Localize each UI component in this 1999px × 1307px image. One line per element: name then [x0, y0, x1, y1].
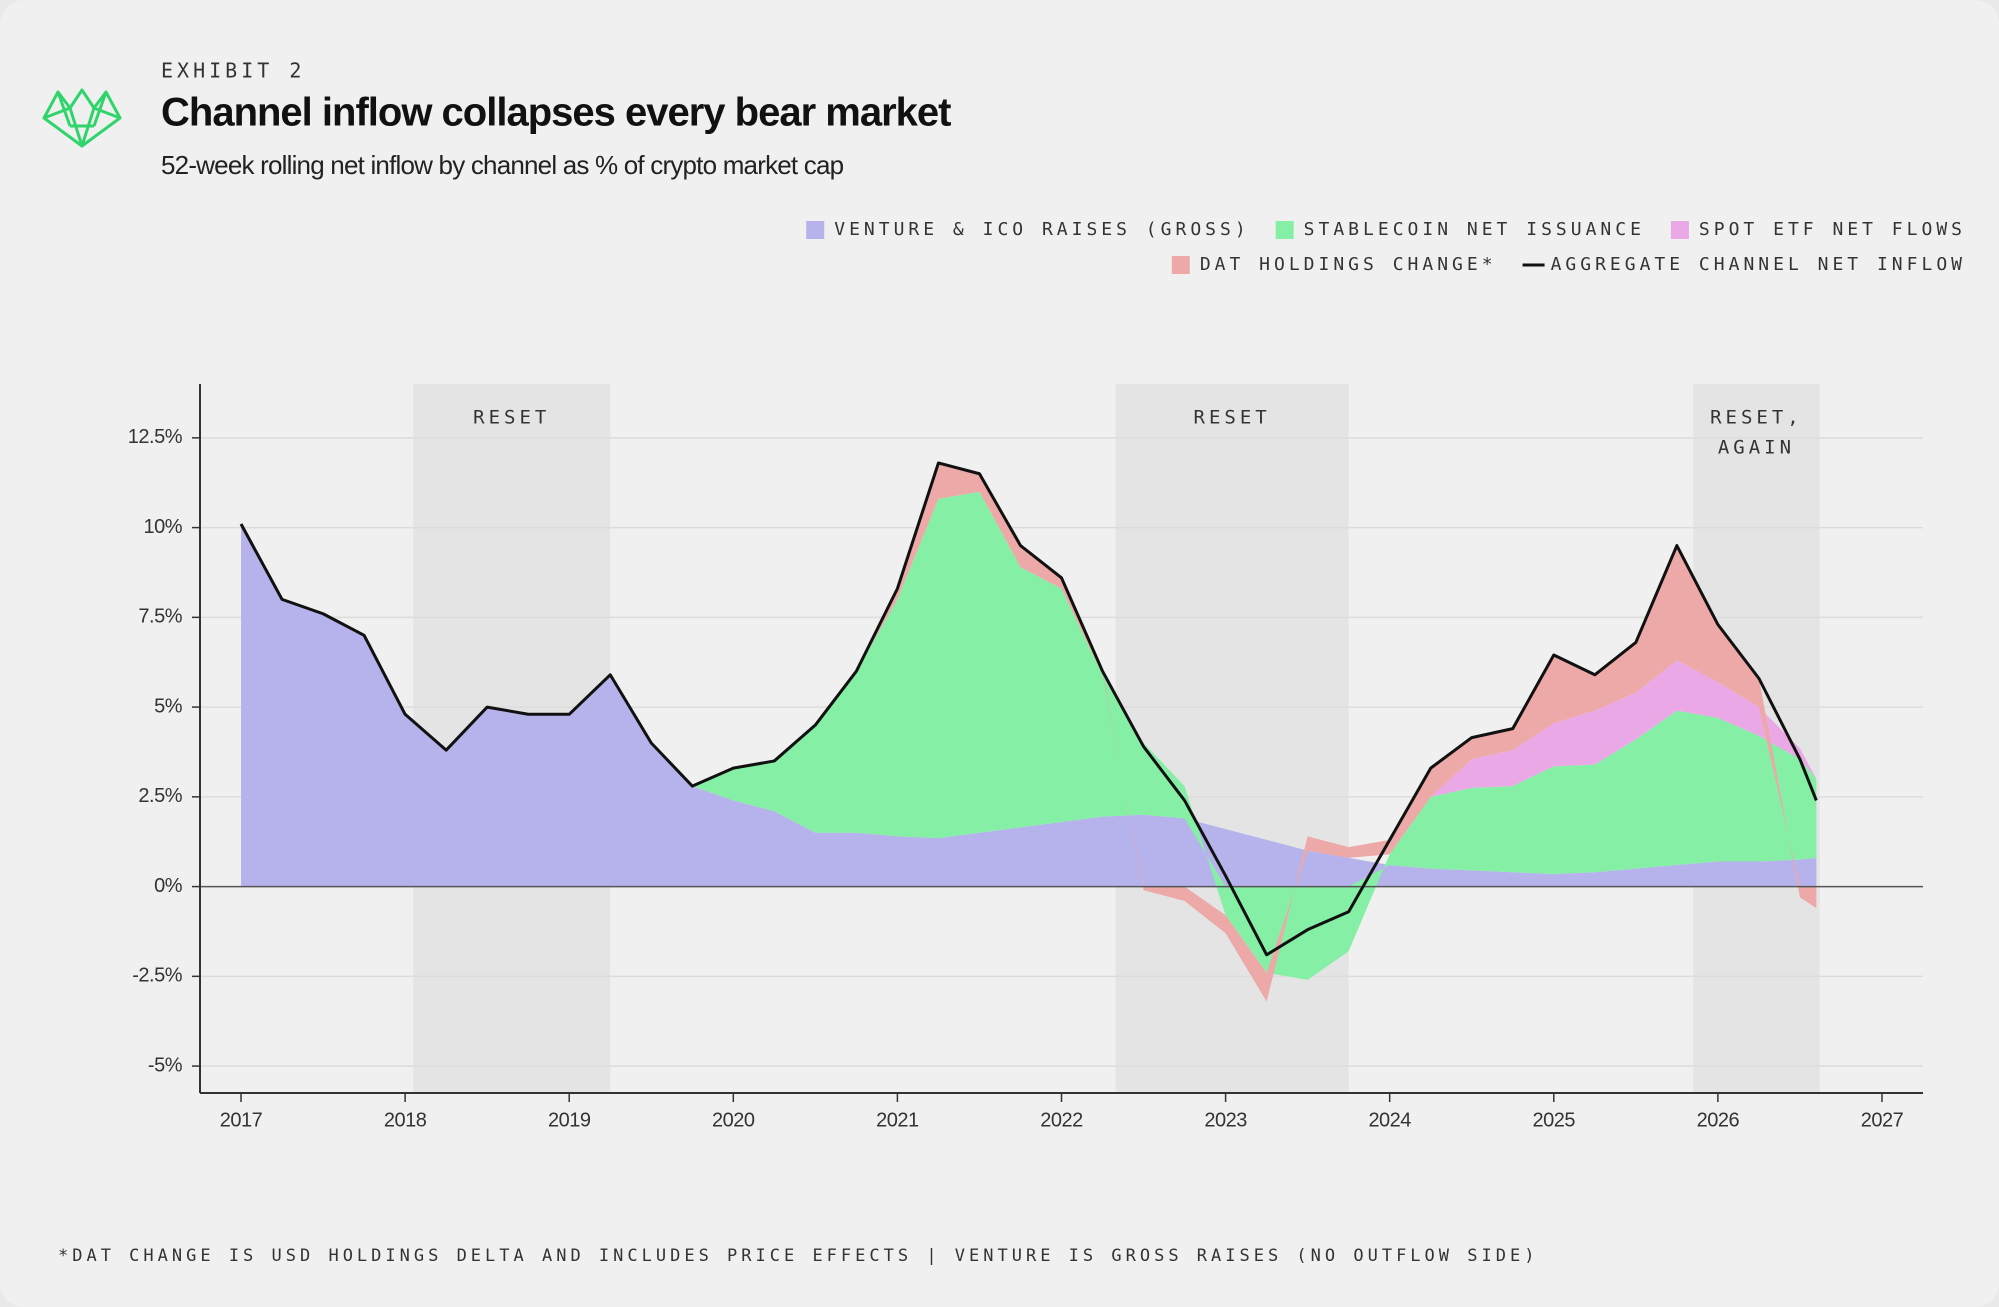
- x-tick-label: 2027: [1861, 1109, 1904, 1131]
- x-tick-label: 2021: [876, 1109, 919, 1131]
- chart-subtitle: 52-week rolling net inflow by channel as…: [161, 150, 844, 180]
- x-tick-label: 2024: [1368, 1109, 1411, 1131]
- x-tick-label: 2023: [1204, 1109, 1247, 1131]
- area: [241, 524, 1817, 887]
- line: [239, 461, 1818, 957]
- y-tick-label: -5%: [148, 1054, 183, 1076]
- legend-row: DAT HOLDINGS CHANGE* AGGREGATE CHANNEL NE…: [1171, 254, 1966, 275]
- span-label: AGAIN: [1718, 437, 1795, 459]
- legend-label: SPOT ETF NET FLOWS: [1699, 219, 1966, 240]
- legend-swatch: [1670, 221, 1689, 239]
- reset-span: [1115, 384, 1349, 1093]
- y-tick-label: 5%: [154, 695, 183, 717]
- y-tick-label: 12.5%: [128, 426, 183, 448]
- x-tick-label: 2025: [1533, 1109, 1576, 1131]
- legend-row: VENTURE & ICO RAISES (GROSS) STABLECOIN N…: [806, 219, 1966, 240]
- chart-title: Channel inflow collapses every bear mark…: [161, 91, 951, 135]
- y-tick-label: 10%: [143, 516, 182, 538]
- span-label: RESET: [1194, 407, 1271, 429]
- legend-label: DAT HOLDINGS CHANGE*: [1200, 254, 1497, 275]
- legend-swatch: [806, 221, 825, 239]
- legend-label: STABLECOIN NET ISSUANCE: [1304, 219, 1645, 240]
- y-tick-label: 0%: [154, 875, 183, 897]
- x-tick-label: 2022: [1040, 1109, 1083, 1131]
- y-tick-label: 7.5%: [138, 606, 182, 628]
- span-label: RESET: [473, 407, 550, 429]
- legend-label: VENTURE & ICO RAISES (GROSS): [834, 219, 1249, 240]
- x-tick-label: 2019: [548, 1109, 591, 1131]
- legend-label: AGGREGATE CHANNEL NET INFLOW: [1551, 254, 1966, 275]
- legend-swatch: [1171, 256, 1190, 274]
- span-label: RESET,: [1710, 407, 1803, 429]
- x-tick-label: 2026: [1697, 1109, 1740, 1131]
- footnote: *DAT CHANGE IS USD HOLDINGS DELTA AND IN…: [58, 1246, 1538, 1266]
- legend-swatch: [1275, 221, 1294, 239]
- x-tick-label: 2017: [220, 1109, 263, 1131]
- x-tick-label: 2020: [712, 1109, 755, 1131]
- y-tick-label: -2.5%: [132, 965, 182, 987]
- area: [241, 491, 1817, 980]
- logo: [42, 88, 122, 148]
- exhibit-label: EXHIBIT 2: [161, 59, 305, 83]
- y-tick-label: 2.5%: [138, 785, 182, 807]
- x-tick-label: 2018: [384, 1109, 427, 1131]
